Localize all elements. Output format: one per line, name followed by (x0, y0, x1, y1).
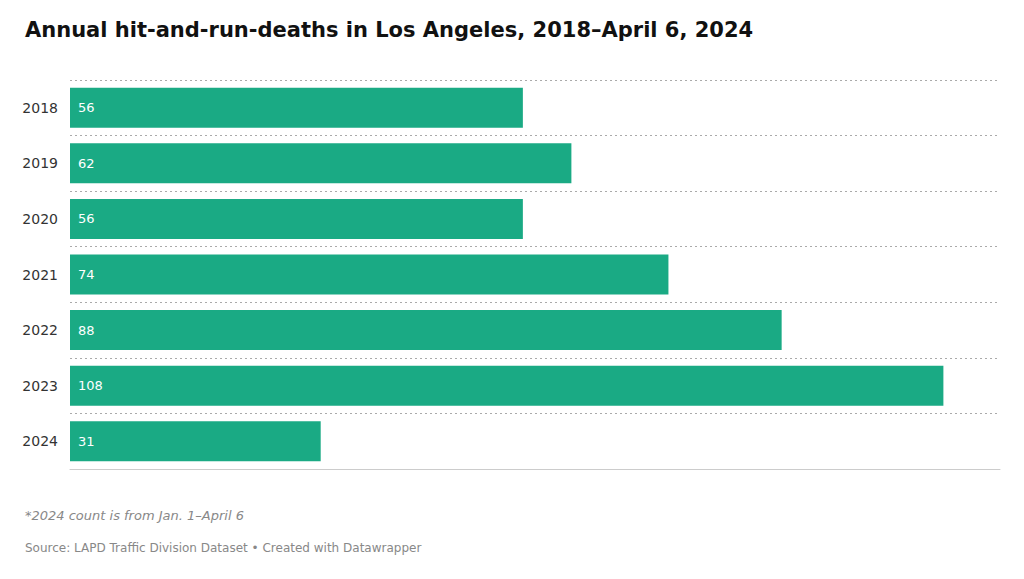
svg-text:62: 62 (78, 156, 95, 171)
svg-text:56: 56 (78, 100, 95, 115)
svg-text:Source: LAPD Traffic Division: Source: LAPD Traffic Division Dataset • … (25, 541, 421, 555)
svg-text:2024: 2024 (22, 433, 58, 449)
svg-text:56: 56 (78, 211, 95, 226)
svg-text:*2024 count is from Jan. 1–Apr: *2024 count is from Jan. 1–April 6 (25, 508, 244, 523)
svg-text:2020: 2020 (22, 211, 58, 227)
svg-text:74: 74 (78, 267, 95, 282)
svg-text:2019: 2019 (22, 155, 58, 171)
svg-text:2023: 2023 (22, 378, 58, 394)
svg-text:88: 88 (78, 323, 95, 338)
svg-text:2018: 2018 (22, 100, 58, 116)
svg-text:2021: 2021 (22, 267, 58, 283)
svg-text:Annual hit-and-run-deaths in L: Annual hit-and-run-deaths in Los Angeles… (25, 18, 753, 42)
svg-text:31: 31 (78, 434, 95, 449)
svg-text:108: 108 (78, 378, 103, 393)
svg-text:2022: 2022 (22, 322, 58, 338)
